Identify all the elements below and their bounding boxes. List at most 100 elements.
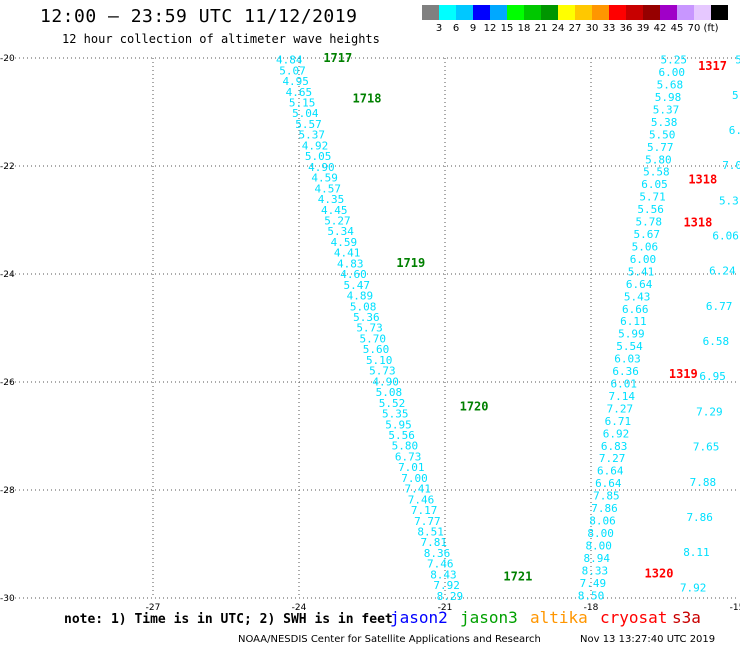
- swh-value-cryosat: 7.49: [580, 577, 607, 590]
- swh-value-jason3: 5.36: [353, 311, 380, 324]
- x-tick-label: -15: [730, 603, 740, 613]
- legend-label: 21: [534, 23, 548, 34]
- y-tick-label: -28: [0, 486, 15, 496]
- y-tick-label: -30: [0, 594, 15, 604]
- swh-value-s3a: 6.77: [706, 300, 733, 313]
- swh-value-cryosat: 7.85: [593, 490, 620, 503]
- swh-value-cryosat: 6.11: [620, 315, 647, 328]
- legend-swatch: [422, 5, 439, 20]
- swh-value-jason3: 4.90: [308, 161, 335, 174]
- swh-value-s3a: 6.: [729, 124, 740, 137]
- swh-value-s3a: 7.92: [680, 581, 707, 594]
- swh-value-s3a: 7.65: [693, 441, 720, 454]
- time-label-cryosat: 1319: [669, 367, 698, 381]
- legend-label: 15: [500, 23, 514, 34]
- swh-value-jason3: 4.92: [302, 139, 329, 152]
- swh-value-s3a: 7.86: [686, 511, 713, 524]
- swh-value-jason3: 4.45: [321, 204, 348, 217]
- swh-value-s3a: 6.06: [712, 230, 739, 243]
- swh-value-jason3: 8.29: [437, 590, 464, 603]
- swh-value-jason3: 5.73: [369, 365, 396, 378]
- swh-value-cryosat: 5.71: [639, 191, 666, 204]
- swh-value-s3a: 5.3: [719, 194, 739, 207]
- swh-value-jason3: 5.07: [279, 64, 306, 77]
- swh-value-cryosat: 6.71: [605, 415, 632, 428]
- swh-value-jason3: 5.08: [350, 300, 377, 313]
- swh-value-cryosat: 6.64: [595, 477, 622, 490]
- swh-value-cryosat: 5.68: [657, 79, 684, 92]
- swh-value-jason3: 7.77: [414, 515, 441, 528]
- swh-value-jason3: 4.89: [347, 290, 374, 303]
- swh-value-cryosat: 5.38: [651, 116, 678, 129]
- swh-value-cryosat: 5.80: [645, 153, 672, 166]
- swh-value-jason3: 4.83: [337, 257, 364, 270]
- swh-value-jason3: 4.41: [334, 247, 361, 260]
- swh-value-jason3: 6.73: [395, 450, 422, 463]
- swh-value-s3a: 7.88: [690, 476, 717, 489]
- swh-value-cryosat: 7.14: [609, 390, 636, 403]
- swh-value-s3a: 6.95: [699, 370, 726, 383]
- y-tick-label: -26: [0, 378, 15, 388]
- legend-label: 6: [452, 23, 460, 34]
- swh-value-jason3: 5.15: [289, 97, 316, 110]
- legend-label: 42: [653, 23, 667, 34]
- swh-value-jason3: 4.59: [311, 172, 338, 185]
- legend-label: 27: [568, 23, 582, 34]
- swh-value-jason3: 7.46: [427, 558, 454, 571]
- legend-swatch: [456, 5, 473, 20]
- swh-value-jason3: 5.57: [295, 118, 322, 131]
- swh-value-jason3: 5.47: [343, 279, 370, 292]
- swh-value-cryosat: 6.66: [622, 303, 649, 316]
- legend-swatch: [541, 5, 558, 20]
- swh-value-s3a: 7.29: [696, 405, 723, 418]
- swh-value-jason3: 4.95: [282, 75, 309, 88]
- swh-value-jason3: 5.10: [366, 354, 393, 367]
- satellite-label-altika: altika: [530, 608, 588, 627]
- legend-swatch: [609, 5, 626, 20]
- swh-value-cryosat: 6.01: [610, 377, 637, 390]
- legend-swatch: [711, 5, 728, 20]
- swh-value-jason3: 5.95: [385, 418, 412, 431]
- swh-value-cryosat: 5.56: [637, 203, 664, 216]
- swh-value-jason3: 5.73: [356, 322, 383, 335]
- swh-value-s3a: 6.24: [709, 265, 736, 278]
- swh-value-s3a: 8.11: [683, 546, 710, 559]
- legend-swatch: [592, 5, 609, 20]
- swh-value-jason3: 8.51: [417, 526, 444, 539]
- swh-value-cryosat: 8.50: [578, 589, 605, 602]
- swh-value-jason3: 5.52: [379, 397, 406, 410]
- legend-label: 30: [585, 23, 599, 34]
- swh-value-cryosat: 8.00: [587, 527, 614, 540]
- swh-value-cryosat: 5.41: [628, 265, 655, 278]
- swh-value-jason3: 4.60: [340, 268, 367, 281]
- swh-value-cryosat: 6.64: [597, 465, 624, 478]
- swh-value-cryosat: 5.98: [655, 91, 682, 104]
- x-tick-label: -18: [584, 603, 599, 613]
- swh-value-jason3: 5.60: [363, 343, 390, 356]
- swh-value-jason3: 4.35: [318, 193, 345, 206]
- swh-value-cryosat: 6.92: [603, 427, 630, 440]
- legend-swatch: [473, 5, 490, 20]
- time-label-jason3: 1719: [396, 256, 425, 270]
- legend-swatch: [626, 5, 643, 20]
- legend-swatch: [643, 5, 660, 20]
- satellite-label-s3a: s3a: [672, 608, 701, 627]
- time-label-cryosat: 1318: [683, 216, 712, 230]
- swh-value-cryosat: 5.06: [632, 240, 659, 253]
- swh-value-s3a: 5.: [735, 54, 740, 67]
- page-title: 12:00 – 23:59 UTC 11/12/2019: [40, 6, 358, 27]
- swh-value-cryosat: 7.86: [591, 502, 618, 515]
- swh-value-cryosat: 6.64: [626, 278, 653, 291]
- legend-label: 33: [602, 23, 616, 34]
- time-label-cryosat: 1317: [698, 59, 727, 73]
- swh-value-cryosat: 6.00: [659, 66, 686, 79]
- swh-value-jason3: 5.27: [324, 214, 351, 227]
- time-label-jason3: 1718: [353, 92, 382, 106]
- legend-swatch: [490, 5, 507, 20]
- swh-value-s3a: 6.58: [703, 335, 730, 348]
- swh-value-cryosat: 7.27: [607, 402, 634, 415]
- swh-value-cryosat: 5.58: [643, 166, 670, 179]
- swh-value-jason3: 5.56: [388, 429, 415, 442]
- y-tick-label: -22: [0, 162, 15, 172]
